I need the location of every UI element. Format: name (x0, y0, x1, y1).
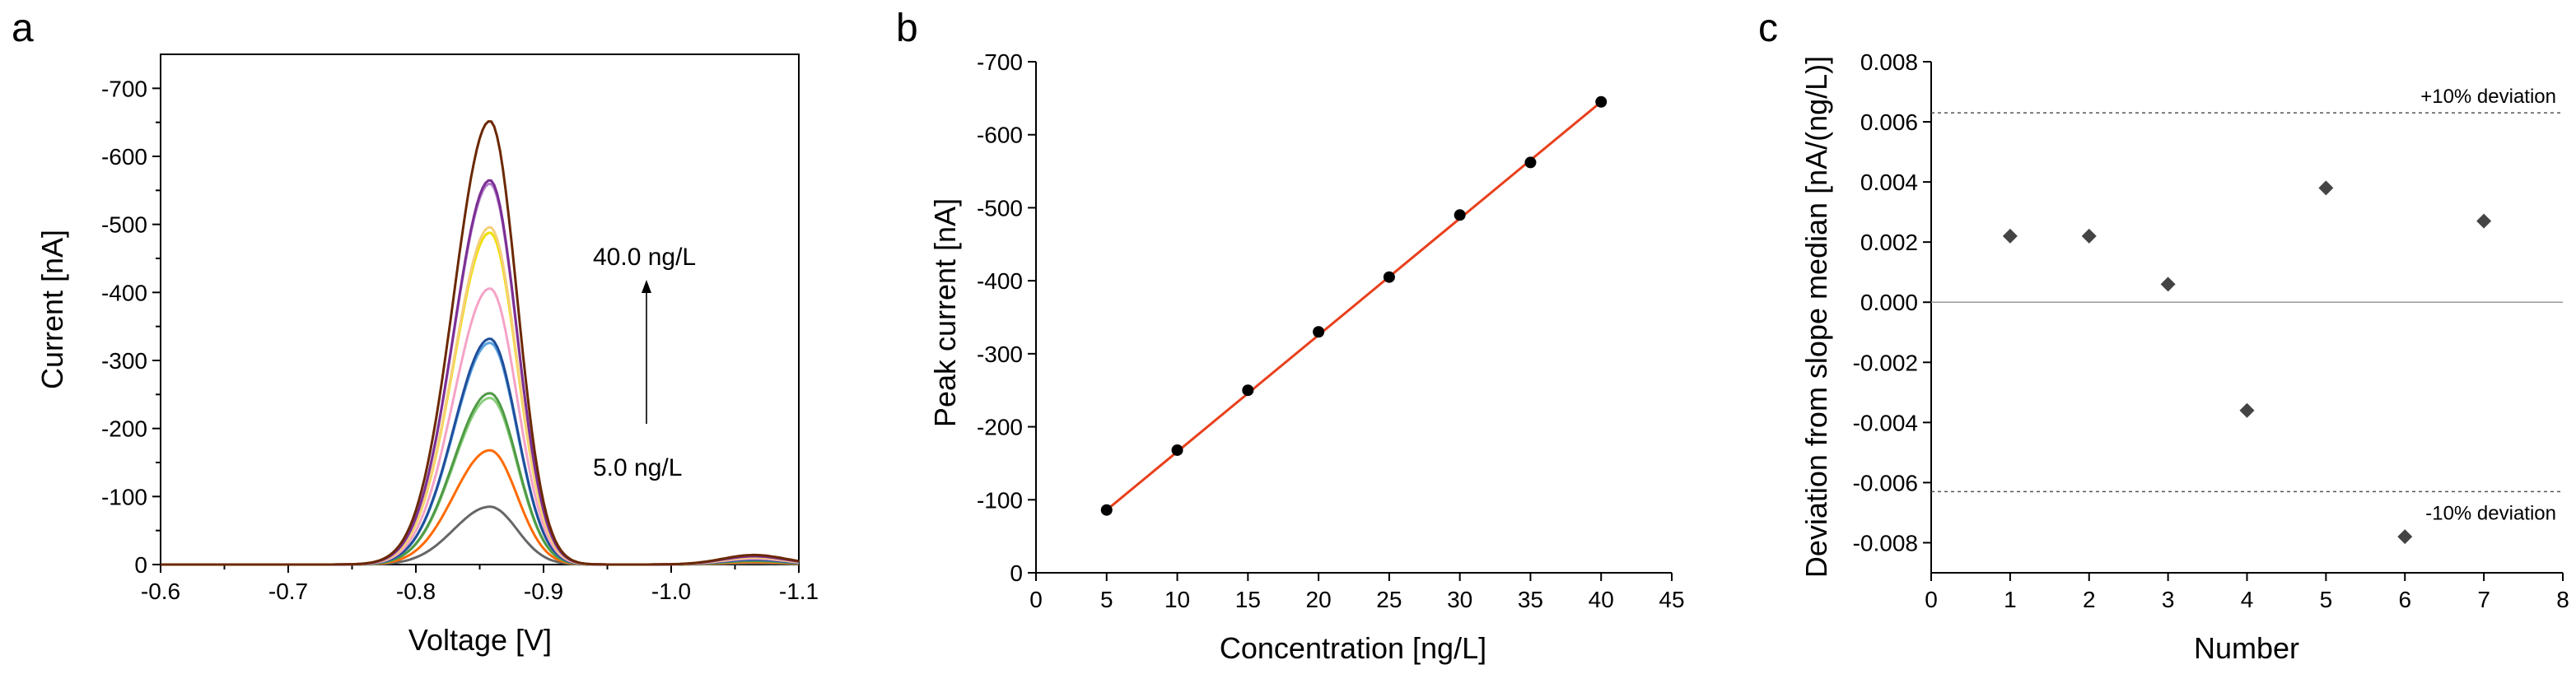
panel-a-series-line (161, 397, 800, 566)
panel-b-y-tick-label: -600 (977, 123, 1023, 148)
panel-c-reference-label: -10% deviation (2425, 502, 2556, 524)
panel-a-axes: -0.6 -0.7 -0.8 -0.9 -1.0 -1.1 0 -100 -200 -300 -40… (101, 76, 819, 604)
panel-b-x-title: Concentration [ng/L] (1220, 631, 1486, 665)
panel-c-y-title: Deviation from slope median [nA/(ng/L)] (1799, 56, 1833, 578)
panel-a-series-line (161, 505, 799, 566)
panel-b-data-point (1171, 444, 1183, 456)
panel-a-series-line (161, 337, 800, 566)
panel-c-data-point (2476, 213, 2492, 229)
panel-c-marks: +10% deviation -10% deviation (1931, 86, 2563, 545)
panel-b-data-point (1242, 384, 1254, 397)
panel-b-data-point (1313, 326, 1325, 338)
panel-c-y-tick-label: 0.004 (1860, 170, 1918, 195)
panel-c-x-tick-label: 0 (1925, 587, 1938, 612)
panel-a-annotation-low: 5.0 ng/L (593, 454, 682, 481)
panel-c-y-tick-label: 0.006 (1860, 109, 1918, 135)
panel-b-y-title: Peak current [nA] (928, 198, 962, 427)
panel-b-x-tick-label: 20 (1306, 587, 1332, 612)
panel-b-data-point (1454, 209, 1466, 221)
panel-a-arrow-head (642, 280, 651, 293)
panel-b-x-tick-label: 45 (1659, 587, 1684, 612)
panel-c-x-tick-label: 4 (2241, 587, 2254, 612)
panel-b-x-tick-label: 35 (1518, 587, 1543, 612)
panel-a-frame (160, 53, 800, 565)
panel-a-y-tick-label: 0 (134, 552, 147, 578)
panel-b-y-tick-label: -700 (977, 49, 1023, 75)
panel-c-y-tick-label: -0.006 (1853, 470, 1918, 495)
panel-b-marks (1100, 95, 1608, 516)
panel-b-x-tick-label: 25 (1376, 587, 1402, 612)
panel-a-y-tick-label: -100 (101, 484, 147, 509)
panel-c-y-tick-label: -0.008 (1853, 530, 1918, 555)
panel-b-x-tick-label: 10 (1164, 587, 1190, 612)
panel-a-series-line (161, 119, 800, 566)
panel-c-data-point (2002, 228, 2018, 244)
panel-a-y-tick-label: -400 (101, 280, 147, 305)
panel-c-y-tick-label: 0.002 (1860, 230, 1918, 255)
panel-b-x-tick-label: 15 (1235, 587, 1261, 612)
panel-b-data-point (1595, 95, 1608, 108)
panel-a-y-tick-label: -600 (101, 144, 147, 170)
panel-b-data-point (1524, 156, 1537, 169)
panel-b-y-tick-label: -400 (977, 268, 1023, 294)
panel-b-y-tick-label: -100 (977, 487, 1023, 513)
panel-c-data-point (2239, 402, 2255, 418)
panel-a-x-tick-label: -1.1 (779, 579, 819, 604)
panel-c-x-tick-label: 3 (2162, 587, 2175, 612)
panel-b: b 0 5 10 15 20 25 30 35 40 45 0 -100 -200 -300 -400 -50… (896, 7, 1685, 665)
panel-a-x-tick-label: -1.0 (651, 579, 691, 604)
panel-c-data-point (2397, 529, 2413, 545)
panel-b-x-tick-label: 5 (1100, 587, 1113, 612)
panel-a: a -0.6 -0.7 -0.8 -0.9 -1.0 -1.10-100-200-300-… (12, 7, 819, 657)
panel-c-x-tick-label: 7 (2477, 587, 2490, 612)
panel-a-x-tick-label: -0.6 (141, 579, 180, 604)
panel-a-series-line (161, 225, 800, 566)
panel-c-data-point (2160, 277, 2176, 292)
panel-letter-a: a (12, 7, 34, 50)
panel-b-data-point (1100, 504, 1113, 516)
panel-c: c 0 1 2 3 4 5 6 7 8 0.008 0.006 0.004 0.002 0.000 -0.0… (1758, 7, 2569, 665)
panel-a-series-line (161, 449, 800, 566)
panel-c-data-point (2318, 180, 2334, 196)
panel-c-data-point (2081, 228, 2097, 244)
panel-letter-c: c (1758, 7, 1778, 50)
panel-b-y-tick-label: -500 (977, 195, 1023, 221)
panel-b-axes: 0 5 10 15 20 25 30 35 40 45 0 -100 -200 -300 -400 -500 -… (977, 49, 1685, 612)
panel-c-x-tick-label: 2 (2083, 587, 2096, 612)
panel-c-y-tick-label: 0.000 (1860, 290, 1918, 315)
panel-a-annotation-high: 40.0 ng/L (593, 244, 696, 271)
panel-c-y-tick-label: 0.008 (1860, 49, 1918, 75)
panel-a-curves (161, 119, 800, 566)
panel-b-y-tick-label: -200 (977, 415, 1023, 440)
panel-b-x-tick-label: 30 (1447, 587, 1472, 612)
panel-letter-b: b (896, 7, 918, 50)
panel-c-x-tick-label: 6 (2398, 587, 2411, 612)
panel-b-y-tick-label: 0 (1010, 560, 1023, 586)
panel-c-x-tick-label: 1 (2004, 587, 2017, 612)
panel-c-x-tick-label: 8 (2556, 587, 2569, 612)
panel-a-y-tick-label: -700 (101, 76, 147, 101)
panel-b-x-tick-label: 0 (1029, 587, 1043, 612)
panel-a-x-tick-label: -0.9 (524, 579, 563, 604)
panel-a-y-tick-label: -500 (101, 212, 147, 238)
panel-c-y-tick-label: -0.002 (1853, 350, 1918, 375)
panel-b-x-tick-label: 40 (1589, 587, 1614, 612)
panel-a-x-tick-label: -0.8 (396, 579, 436, 604)
panel-a-x-tick-label: -0.7 (268, 579, 308, 604)
panel-c-axes: 0 1 2 3 4 5 6 7 8 0.008 0.006 0.004 0.002 0.000 -0.002… (1853, 49, 2569, 612)
panel-b-fit-line (1105, 100, 1603, 511)
panel-b-data-point (1383, 271, 1395, 283)
panel-a-y-tick-label: -200 (101, 416, 147, 442)
panel-c-y-tick-label: -0.004 (1853, 410, 1918, 435)
panel-a-x-title: Voltage [V] (408, 623, 552, 657)
panel-c-x-title: Number (2194, 631, 2299, 665)
panel-c-reference-label: +10% deviation (2420, 86, 2556, 108)
panel-a-series-line (161, 287, 800, 566)
panel-a-y-title: Current [nA] (35, 230, 69, 389)
panel-a-series-line (161, 392, 800, 566)
panel-a-y-tick-label: -300 (101, 348, 147, 374)
panel-c-x-tick-label: 5 (2320, 587, 2333, 612)
panel-b-y-tick-label: -300 (977, 342, 1023, 367)
